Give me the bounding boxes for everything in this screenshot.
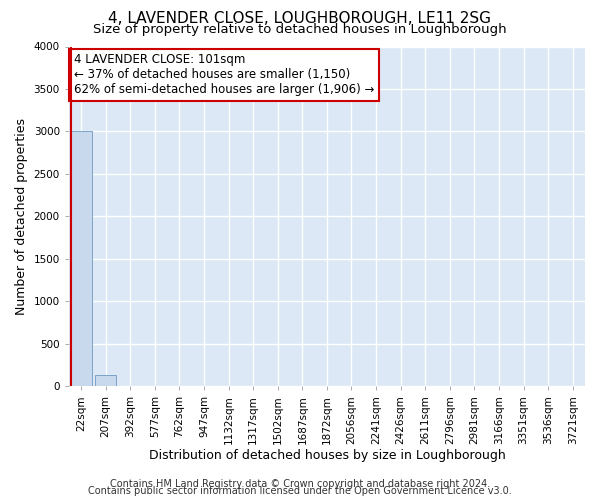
Text: Size of property relative to detached houses in Loughborough: Size of property relative to detached ho… (93, 22, 507, 36)
Text: 4 LAVENDER CLOSE: 101sqm
← 37% of detached houses are smaller (1,150)
62% of sem: 4 LAVENDER CLOSE: 101sqm ← 37% of detach… (74, 54, 374, 96)
Bar (95, 375, 116, 386)
Bar (71, 132, 92, 386)
Y-axis label: Number of detached properties: Number of detached properties (15, 118, 28, 315)
Text: Contains HM Land Registry data © Crown copyright and database right 2024.: Contains HM Land Registry data © Crown c… (110, 479, 490, 489)
Text: Contains public sector information licensed under the Open Government Licence v3: Contains public sector information licen… (88, 486, 512, 496)
Text: 4, LAVENDER CLOSE, LOUGHBOROUGH, LE11 2SG: 4, LAVENDER CLOSE, LOUGHBOROUGH, LE11 2S… (109, 11, 491, 26)
X-axis label: Distribution of detached houses by size in Loughborough: Distribution of detached houses by size … (149, 450, 505, 462)
